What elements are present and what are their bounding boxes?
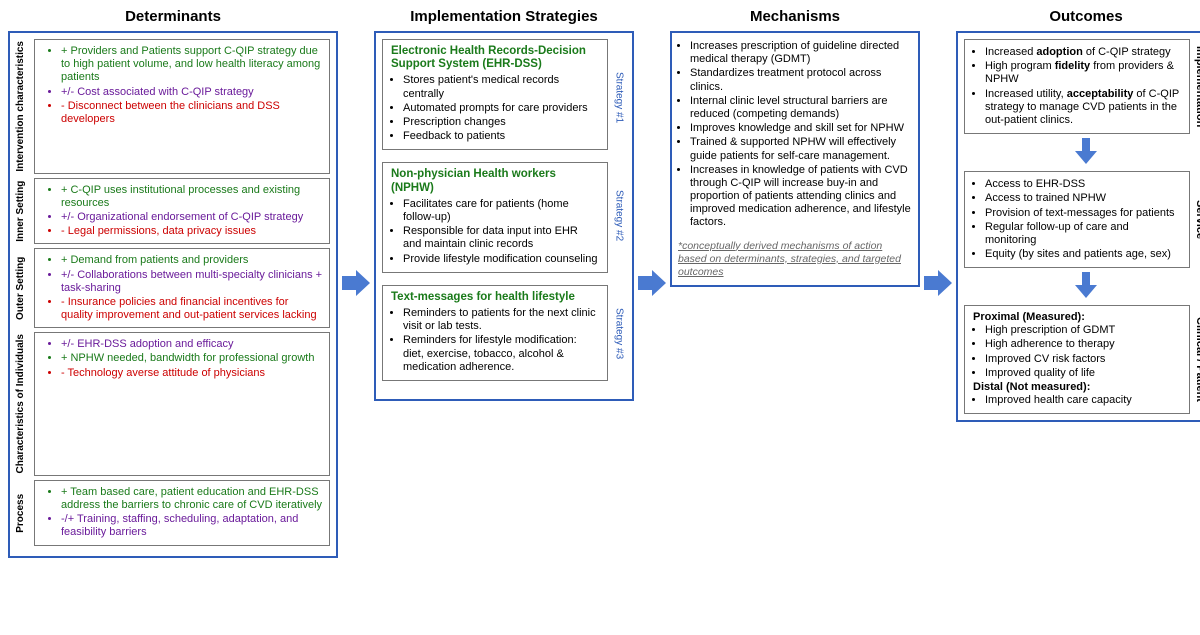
distal-head: Distal (Not measured): — [973, 381, 1181, 393]
mechanism-item: Internal clinic level structural barrier… — [690, 95, 912, 121]
down-arrow-icon — [964, 138, 1200, 167]
outcome-item: Increased utility, acceptability of C-QI… — [985, 88, 1181, 128]
determinant-group-box: + C-QIP uses institutional processes and… — [34, 178, 330, 245]
strategy-item: Facilitates care for patients (home foll… — [403, 198, 599, 224]
outcomes-header: Outcomes — [956, 8, 1200, 25]
strategy-title: Text-messages for health lifestyle — [391, 291, 599, 304]
outcome-service-row: Access to EHR-DSSAccess to trained NPHW P… — [964, 171, 1200, 268]
determinant-group-box: + Demand from patients and providers +/- … — [34, 248, 330, 328]
determinant-item: - Legal permissions, data privacy issues — [61, 225, 323, 238]
determinant-item: +/- Organizational endorsement of C-QIP … — [61, 211, 323, 224]
strategy-box: Non-physician Health workers (NPHW) Facil… — [382, 162, 608, 272]
outcomes-column: Outcomes Increased adoption of C-QIP str… — [956, 8, 1200, 558]
outcome-clinical-row: Proximal (Measured): High prescription o… — [964, 305, 1200, 414]
determinant-item: - Insurance policies and financial incen… — [61, 296, 323, 322]
arrow-det-to-strat — [342, 8, 370, 558]
determinant-group: Inner Setting + C-QIP uses institutional … — [16, 178, 330, 245]
arrow-strat-to-mech — [638, 8, 666, 558]
strategy-tag: Strategy #1 — [612, 39, 626, 157]
strategy-item: Reminders to patients for the next clini… — [403, 307, 599, 333]
determinant-item: - Technology averse attitude of physicia… — [61, 367, 323, 380]
strategy-tag: Strategy #2 — [612, 157, 626, 275]
outcome-item: Improved CV risk factors — [985, 353, 1181, 366]
mechanism-item: Increases in knowledge of patients with … — [690, 164, 912, 230]
strategy-item: Prescription changes — [403, 116, 599, 129]
determinant-group-label: Process — [16, 480, 34, 546]
determinant-group-label: Intervention characteristics — [16, 39, 34, 174]
determinant-item: + Demand from patients and providers — [61, 254, 323, 267]
outcome-item: Improved quality of life — [985, 367, 1181, 380]
strategies-box: Electronic Health Records-Decision Suppo… — [374, 31, 634, 401]
strategy-title: Non-physician Health workers (NPHW) — [391, 168, 599, 194]
determinant-item: +/- Collaborations between multi-special… — [61, 269, 323, 295]
mechanism-item: Increases prescription of guideline dire… — [690, 40, 912, 66]
determinant-item: -/+ Training, staffing, scheduling, adap… — [61, 513, 323, 539]
proximal-head: Proximal (Measured): — [973, 311, 1181, 323]
strategy-title: Electronic Health Records-Decision Suppo… — [391, 45, 599, 71]
determinant-item: + C-QIP uses institutional processes and… — [61, 184, 323, 210]
outcome-item: Equity (by sites and patients age, sex) — [985, 248, 1181, 261]
determinant-group: Process + Team based care, patient educat… — [16, 480, 330, 546]
determinant-group-label: Outer Setting — [16, 248, 34, 328]
mechanisms-column: Mechanisms Increases prescription of gui… — [670, 8, 920, 558]
strategy-tag: Strategy #3 — [612, 275, 626, 393]
determinants-box: Intervention characteristics + Providers … — [8, 31, 338, 558]
determinant-item: +/- EHR-DSS adoption and efficacy — [61, 338, 323, 351]
determinant-group: Characteristics of Individuals+/- EHR-DS… — [16, 332, 330, 476]
determinant-item: + NPHW needed, bandwidth for professiona… — [61, 352, 323, 365]
determinant-group-box: +/- EHR-DSS adoption and efficacy+ NPHW … — [34, 332, 330, 476]
strategy-item: Stores patient's medical records central… — [403, 74, 599, 100]
determinants-column: Determinants Intervention characteristic… — [8, 8, 338, 558]
strategy-item: Responsible for data input into EHR and … — [403, 225, 599, 251]
framework-diagram: Determinants Intervention characteristic… — [8, 8, 1192, 558]
strategy-box: Electronic Health Records-Decision Suppo… — [382, 39, 608, 150]
strategies-column: Implementation Strategies Electronic Hea… — [374, 8, 634, 558]
strategy-item: Automated prompts for care providers — [403, 102, 599, 115]
determinant-group: Intervention characteristics + Providers … — [16, 39, 330, 174]
outcome-clinical-label: Clinical / Patient — [1190, 305, 1200, 414]
outcome-item: Provision of text-messages for patients — [985, 207, 1181, 220]
outcome-implementation-label: Implementation — [1190, 39, 1200, 134]
mechanisms-footnote: *conceptually derived mechanisms of acti… — [678, 240, 912, 279]
outcome-item: High adherence to therapy — [985, 338, 1181, 351]
outcome-implementation-row: Increased adoption of C-QIP strategyHigh… — [964, 39, 1200, 134]
down-arrow-icon — [964, 272, 1200, 301]
outcome-item: Regular follow-up of care and monitoring — [985, 221, 1181, 247]
mechanism-item: Improves knowledge and skill set for NPH… — [690, 122, 912, 135]
determinant-group-label: Inner Setting — [16, 178, 34, 245]
strategies-header: Implementation Strategies — [374, 8, 634, 25]
determinant-group-box: + Team based care, patient education and… — [34, 480, 330, 546]
strategy-item: Feedback to patients — [403, 130, 599, 143]
determinant-group-label: Characteristics of Individuals — [16, 332, 34, 476]
strategy-item: Reminders for lifestyle modification: di… — [403, 334, 599, 374]
strategy-box: Text-messages for health lifestyle Remind… — [382, 285, 608, 381]
determinants-header: Determinants — [8, 8, 338, 25]
outcome-item: Access to trained NPHW — [985, 192, 1181, 205]
outcome-service-label: Service — [1190, 171, 1200, 268]
strategy-item: Provide lifestyle modification counselin… — [403, 253, 599, 266]
mechanisms-box: Increases prescription of guideline dire… — [670, 31, 920, 287]
determinant-group-box: + Providers and Patients support C-QIP s… — [34, 39, 330, 174]
determinant-item: + Team based care, patient education and… — [61, 486, 323, 512]
mechanisms-list: Increases prescription of guideline dire… — [678, 40, 912, 230]
outcome-item: Increased adoption of C-QIP strategy — [985, 46, 1181, 59]
mechanisms-header: Mechanisms — [670, 8, 920, 25]
determinant-item: - Disconnect between the clinicians and … — [61, 100, 323, 126]
outcome-item: Improved health care capacity — [985, 394, 1181, 407]
outcome-service-box: Access to EHR-DSSAccess to trained NPHW P… — [964, 171, 1190, 268]
outcome-implementation-box: Increased adoption of C-QIP strategyHigh… — [964, 39, 1190, 134]
outcome-item: High prescription of GDMT — [985, 324, 1181, 337]
outcome-item: Access to EHR-DSS — [985, 178, 1181, 191]
determinant-item: +/- Cost associated with C-QIP strategy — [61, 86, 323, 99]
mechanism-item: Trained & supported NPHW will effectivel… — [690, 136, 912, 162]
outcomes-box: Increased adoption of C-QIP strategyHigh… — [956, 31, 1200, 422]
determinant-item: + Providers and Patients support C-QIP s… — [61, 45, 323, 85]
outcome-clinical-box: Proximal (Measured): High prescription o… — [964, 305, 1190, 414]
arrow-mech-to-out — [924, 8, 952, 558]
mechanism-item: Standardizes treatment protocol across c… — [690, 67, 912, 93]
determinant-group: Outer Setting+ Demand from patients and … — [16, 248, 330, 328]
outcome-item: High program fidelity from providers & N… — [985, 60, 1181, 86]
